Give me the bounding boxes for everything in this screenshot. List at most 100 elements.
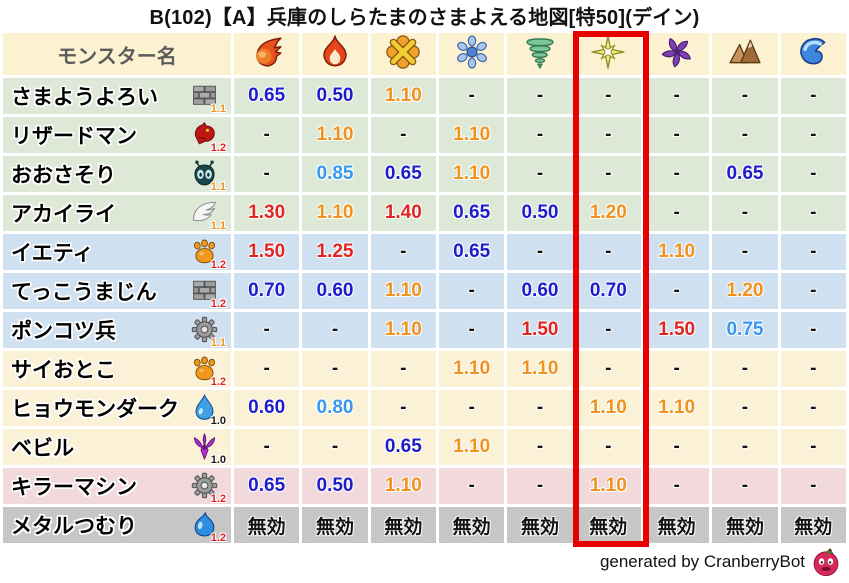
resistance-value-cell: 1.50 (234, 234, 300, 270)
gear-icon: 1.2 (189, 471, 226, 505)
resistance-value-cell: - (507, 468, 573, 504)
resistance-value-cell: 1.30 (234, 195, 300, 231)
resistance-value-cell: - (370, 390, 436, 426)
resistance-value-cell: - (575, 312, 641, 348)
resistance-value-cell: - (438, 390, 505, 426)
resistance-value-cell: - (575, 117, 641, 153)
resistance-value-cell: 1.50 (507, 312, 573, 348)
resistance-value-cell: - (370, 351, 436, 387)
monster-name: アカイライ (11, 203, 116, 226)
type-level-badge: 1.1 (210, 103, 226, 115)
slime-icon: 1.2 (189, 510, 226, 544)
resistance-value-cell: 0.50 (302, 468, 368, 504)
resistance-value-cell: - (438, 312, 505, 348)
resistance-value-cell: - (780, 195, 846, 231)
resistance-value-cell: 無効 (438, 507, 505, 543)
resistance-value-cell: 0.65 (712, 156, 778, 192)
resistance-value-cell: - (438, 273, 505, 309)
monster-name: おおさそり (11, 164, 116, 187)
table-header: モンスター名 (3, 33, 846, 75)
type-level-badge: 1.2 (210, 532, 226, 544)
resistance-value-cell: - (712, 234, 778, 270)
resistance-value-cell: - (712, 429, 778, 465)
monster-name-cell: リザードマン 1.2 (3, 117, 231, 154)
monster-row: サイおとこ 1.2- - -1.10 1.10- - - - (3, 351, 846, 388)
resistance-value-cell: 1.20 (712, 273, 778, 309)
monster-name-cell: さまようよろい 1.1 (3, 78, 231, 115)
resistance-value-cell: 0.65 (370, 156, 436, 192)
resistance-value-cell: - (780, 234, 846, 270)
resistance-value-cell: - (643, 351, 710, 387)
element-column-header (712, 33, 778, 75)
resistance-value-cell: 1.10 (302, 195, 368, 231)
resistance-value-cell: 1.10 (370, 78, 436, 114)
monster-row: キラーマシン 1.2 0.65 0.50 1.10- -1.10- - - (3, 468, 846, 505)
paw-icon: 1.2 (189, 237, 226, 271)
monster-name-cell: ベビル 1.0 (3, 429, 231, 466)
type-level-badge: 1.1 (210, 220, 226, 232)
resistance-value-cell: - (643, 273, 710, 309)
monster-name-cell: ヒョウモンダーク 1.0 (3, 390, 231, 427)
resistance-value-cell: 1.10 (438, 156, 505, 192)
resistance-value-cell: - (507, 117, 573, 153)
resistance-value-cell: 無効 (302, 507, 368, 543)
resistance-value-cell: 1.10 (438, 429, 505, 465)
resistance-value-cell: - (234, 312, 300, 348)
resistance-value-cell: - (712, 468, 778, 504)
resistance-value-cell: - (438, 78, 505, 114)
resistance-value-cell: 0.50 (302, 78, 368, 114)
element-column-header (643, 33, 710, 75)
resistance-value-cell: 無効 (370, 507, 436, 543)
monster-name: イエティ (11, 242, 94, 265)
resistance-value-cell: 1.10 (302, 117, 368, 153)
resistance-value-cell: 0.65 (234, 468, 300, 504)
resistance-value-cell: 0.60 (302, 273, 368, 309)
resistance-value-cell: 1.10 (643, 234, 710, 270)
resistance-value-cell: - (507, 429, 573, 465)
monster-name-column-header: モンスター名 (3, 33, 231, 75)
element-column-header (438, 33, 505, 75)
monster-name: ポンコツ兵 (11, 320, 116, 343)
resistance-value-cell: 0.60 (234, 390, 300, 426)
resistance-value-cell: - (780, 273, 846, 309)
cranberry-icon (811, 547, 841, 577)
resistance-value-cell: 1.10 (370, 468, 436, 504)
resistance-value-cell: - (780, 429, 846, 465)
resistance-value-cell: 無効 (643, 507, 710, 543)
cross-burst-icon (386, 34, 421, 69)
monster-name-cell: キラーマシン 1.2 (3, 468, 231, 505)
brick-icon: 1.2 (189, 276, 226, 310)
resistance-value-cell: 無効 (234, 507, 300, 543)
monster-row: さまようよろい 1.1 0.65 0.50 1.10- - - - - - (3, 78, 846, 115)
resistance-value-cell: - (507, 234, 573, 270)
trident-icon: 1.0 (189, 432, 226, 466)
resistance-value-cell: - (712, 117, 778, 153)
resistance-value-cell: - (780, 78, 846, 114)
resistance-value-cell: - (234, 429, 300, 465)
element-column-header (780, 33, 846, 75)
monster-name-cell: サイおとこ 1.2 (3, 351, 231, 388)
resistance-value-cell: - (507, 156, 573, 192)
resistance-value-cell: 1.25 (302, 234, 368, 270)
monster-name-cell: アカイライ 1.1 (3, 195, 231, 232)
monster-name: さまようよろい (11, 86, 158, 109)
monster-row: リザードマン 1.2-1.10-1.10- - - - - (3, 117, 846, 154)
resistance-value-cell: 1.10 (643, 390, 710, 426)
table-body: さまようよろい 1.1 0.65 0.50 1.10- - - - - - リザードマン 1.2-1.… (3, 78, 846, 544)
resistance-value-cell: - (507, 390, 573, 426)
resistance-value-cell: - (780, 156, 846, 192)
brick-icon: 1.1 (189, 81, 226, 115)
resistance-value-cell: - (712, 351, 778, 387)
resistance-value-cell: - (302, 312, 368, 348)
resistance-value-cell: 1.10 (575, 390, 641, 426)
type-level-badge: 1.1 (210, 337, 226, 349)
resistance-value-cell: - (234, 117, 300, 153)
resistance-value-cell: - (643, 195, 710, 231)
resistance-value-cell: - (712, 78, 778, 114)
header-row: モンスター名 (3, 33, 846, 75)
resistance-value-cell: 1.40 (370, 195, 436, 231)
resistance-value-cell: 0.70 (575, 273, 641, 309)
monster-row: アカイライ 1.1 1.30 1.10 1.40 0.65 0.50 1.20- - - (3, 195, 846, 232)
monster-name: メタルつむり (11, 515, 137, 538)
resistance-value-cell: 0.75 (712, 312, 778, 348)
